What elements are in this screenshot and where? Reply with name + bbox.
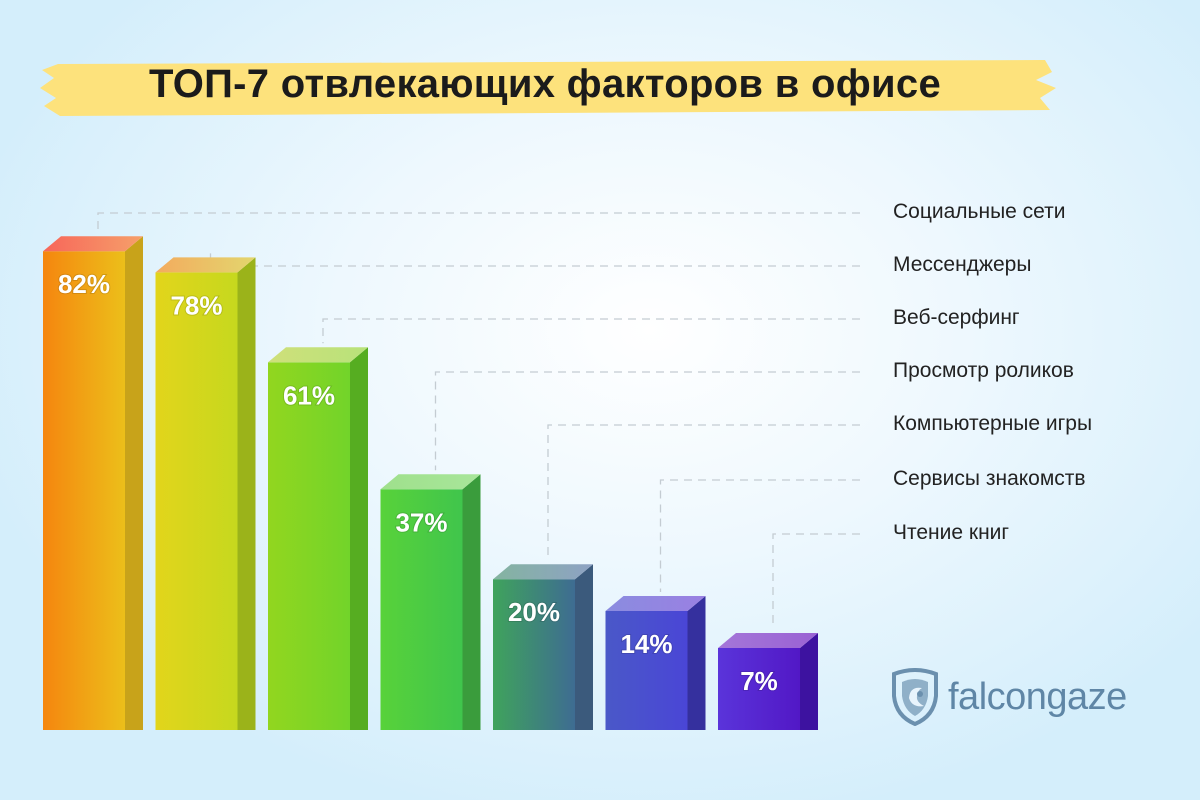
category-label: Социальные сети <box>893 200 1066 223</box>
category-label: Чтение книг <box>893 521 1010 544</box>
bar: 82% <box>43 236 143 730</box>
bar-top <box>43 236 143 252</box>
category-label: Сервисы знакомств <box>893 467 1086 490</box>
leader-line <box>772 533 860 629</box>
bar-side <box>350 347 368 730</box>
data-label: 7% <box>740 666 778 696</box>
brand-name: falcongaze <box>948 675 1127 718</box>
bar-top <box>268 347 368 363</box>
bar: 78% <box>155 257 256 730</box>
bar-front <box>605 610 688 730</box>
bar-front <box>155 272 238 730</box>
bar-front <box>268 362 350 730</box>
bar: 14% <box>605 595 706 730</box>
bar-front <box>718 647 800 730</box>
leader-line <box>547 424 860 561</box>
data-label: 61% <box>283 380 335 410</box>
title-banner <box>40 60 1056 116</box>
chart-title: ТОП-7 отвлекающих факторов в офисе <box>148 62 942 106</box>
category-label: Мессенджеры <box>893 253 1032 276</box>
bar-side <box>125 236 143 730</box>
data-label: 82% <box>58 269 110 299</box>
bar: 61% <box>268 347 368 730</box>
bar-side <box>687 595 706 730</box>
bar-top <box>155 257 256 273</box>
category-label: Компьютерные игры <box>893 412 1093 435</box>
leader-line <box>434 371 860 471</box>
bar-top <box>493 564 593 580</box>
bar-side <box>575 564 593 730</box>
falcongaze-logo: falcongaze <box>890 668 1127 726</box>
bar-top <box>605 595 706 611</box>
bar: 20% <box>493 564 593 730</box>
data-label: 14% <box>620 629 672 659</box>
bar: 37% <box>380 474 481 730</box>
data-label: 20% <box>508 597 560 627</box>
bar-side <box>800 632 818 730</box>
category-label: Просмотр роликов <box>893 359 1074 382</box>
leader-line <box>659 479 860 592</box>
bar-side <box>462 474 481 730</box>
shield-eye-icon <box>892 668 938 726</box>
leader-line <box>97 212 860 233</box>
data-label: 37% <box>395 507 447 537</box>
bar-side <box>237 257 256 730</box>
leader-line <box>322 318 860 344</box>
category-label: Веб-серфинг <box>893 306 1020 329</box>
bar-front <box>43 251 125 730</box>
bar-front <box>380 489 463 730</box>
data-label: 78% <box>170 290 222 320</box>
leader-line <box>209 253 860 267</box>
bar-top <box>380 474 481 490</box>
bar-front <box>493 579 575 730</box>
bar: 7% <box>718 632 818 730</box>
bar-top <box>718 632 818 648</box>
